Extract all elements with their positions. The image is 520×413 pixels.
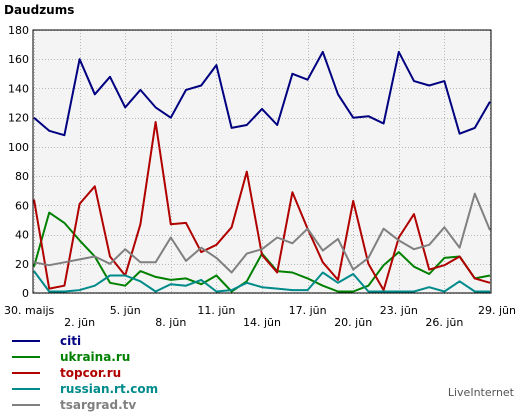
legend-item: tsargrad.tv <box>12 397 158 413</box>
series-lines <box>33 50 491 293</box>
y-tick-label: 180 <box>8 24 29 37</box>
x-tick-label: 5. jūn <box>110 304 141 317</box>
x-tick-label: 26. jūn <box>425 316 463 329</box>
y-tick-label: 140 <box>8 82 29 95</box>
x-tick-label: 14. jūn <box>243 316 281 329</box>
x-axis-ticks: 30. maijs 2. jūn 5. jūn 8. jūn 11. jūn 14. jū… <box>4 304 516 329</box>
y-tick-label: 20 <box>15 258 29 271</box>
legend-swatch <box>12 340 40 342</box>
legend-swatch <box>12 404 40 406</box>
y-tick-label: 160 <box>8 53 29 66</box>
series-line-topcor-ru <box>33 121 491 292</box>
plot-frame <box>32 29 492 294</box>
y-tick-label: 60 <box>15 199 29 212</box>
legend-label: tsargrad.tv <box>60 398 137 412</box>
legend-item: ukraina.ru <box>12 349 158 365</box>
x-tick-label: 11. jūn <box>197 304 235 317</box>
y-tick-label: 120 <box>8 112 29 125</box>
x-tick-label: 23. jūn <box>380 304 418 317</box>
legend-swatch <box>12 372 40 374</box>
x-tick-label: 8. jūn <box>155 316 186 329</box>
legend-item: topcor.ru <box>12 365 158 381</box>
legend-item: russian.rt.com <box>12 381 158 397</box>
x-tick-label: 2. jūn <box>64 316 95 329</box>
x-tick-label: 20. jūn <box>334 316 372 329</box>
legend: citi ukraina.ru topcor.ru russian.rt.com tsa… <box>12 333 158 413</box>
x-tick-label: 17. jūn <box>289 304 327 317</box>
legend-label: ukraina.ru <box>60 350 131 364</box>
series-line-citi <box>33 50 491 137</box>
series-line-russian-rt-com <box>33 270 490 293</box>
y-tick-label: 80 <box>15 170 29 183</box>
y-tick-label: 40 <box>15 229 29 242</box>
legend-item: citi <box>12 333 158 349</box>
y-tick-label: 0 <box>22 287 29 300</box>
legend-label: russian.rt.com <box>60 382 159 396</box>
series-line-tsargrad-tv <box>33 192 491 274</box>
legend-label: topcor.ru <box>60 366 122 380</box>
y-axis-ticks: 0 20 40 60 80 100 120 140 160 180 <box>8 24 29 300</box>
legend-swatch <box>12 388 40 390</box>
x-tick-label: 30. maijs <box>4 304 55 317</box>
legend-label: citi <box>60 334 82 348</box>
y-tick-label: 100 <box>8 141 29 154</box>
brand-label: LiveInternet <box>447 386 514 399</box>
line-chart: Daudzums 0 20 40 60 80 100 120 140 160 180 30. ma… <box>4 3 516 329</box>
chart-title: Daudzums <box>4 3 74 17</box>
x-tick-label: 29. jūn <box>478 304 516 317</box>
legend-swatch <box>12 356 40 358</box>
